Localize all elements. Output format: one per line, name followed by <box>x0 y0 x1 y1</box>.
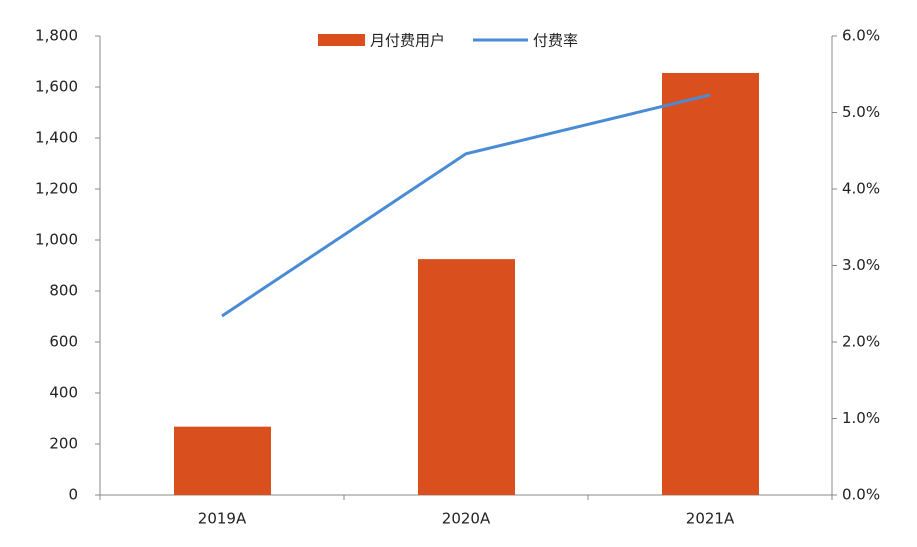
y-tick-label: 200 <box>49 435 78 453</box>
y2-tick-label: 4.0% <box>842 180 880 198</box>
y2-tick-label: 1.0% <box>842 409 880 427</box>
y-tick-label: 1,200 <box>35 180 78 198</box>
x-tick-label: 2019A <box>198 510 247 528</box>
y-tick-label: 0 <box>68 486 78 504</box>
x-tick-label: 2020A <box>442 510 491 528</box>
y-tick-label: 400 <box>49 384 78 402</box>
legend-label: 月付费用户 <box>370 32 445 50</box>
y2-tick-label: 0.0% <box>842 486 880 504</box>
line <box>221 93 711 318</box>
y-tick-label: 1,400 <box>35 129 78 147</box>
y2-tick-label: 3.0% <box>842 256 880 274</box>
bar <box>662 72 759 495</box>
legend-swatch <box>318 34 365 46</box>
y-tick-label: 1,800 <box>35 27 78 45</box>
y-tick-label: 800 <box>49 282 78 300</box>
y2-tick-label: 6.0% <box>842 27 880 45</box>
x-tick-label: 2021A <box>686 510 735 528</box>
legend-label: 付费率 <box>533 32 578 50</box>
bar <box>418 259 515 495</box>
y2-tick-label: 5.0% <box>842 103 880 121</box>
bar <box>174 426 271 495</box>
y2-tick-label: 2.0% <box>842 333 880 351</box>
y-tick-label: 1,600 <box>35 78 78 96</box>
y-tick-label: 1,000 <box>35 231 78 249</box>
y-tick-label: 600 <box>49 333 78 351</box>
